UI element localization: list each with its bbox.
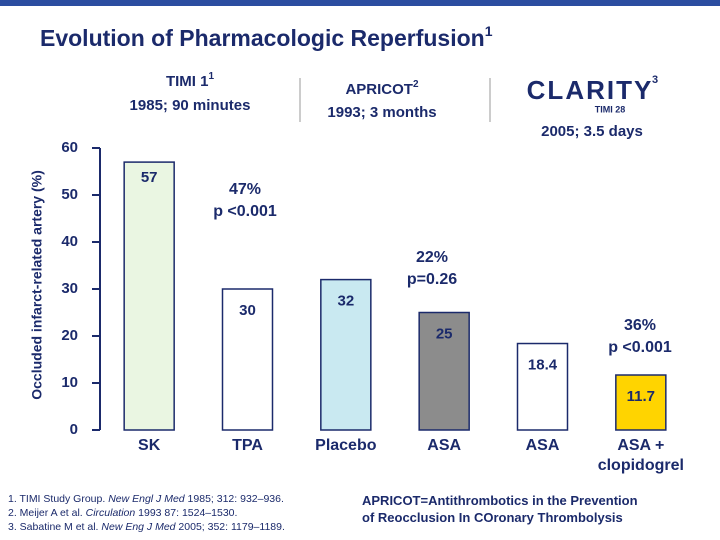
top-band bbox=[0, 0, 720, 6]
bar bbox=[123, 161, 175, 431]
group-period: 1993; 3 months bbox=[327, 104, 436, 121]
comparison-label: p <0.001 bbox=[608, 339, 672, 356]
group-name: APRICOT bbox=[345, 81, 413, 98]
clarity-logo: CLARITY bbox=[527, 75, 654, 105]
group-name: TIMI 1 bbox=[166, 73, 209, 90]
x-tick-label: TPA bbox=[232, 437, 263, 454]
title-sup: 1 bbox=[485, 23, 493, 39]
footnote-part: 1985; 312: 932–936. bbox=[184, 493, 284, 505]
comparison-label: p=0.26 bbox=[407, 271, 457, 288]
y-tick-label: 40 bbox=[61, 233, 78, 250]
bar bbox=[516, 342, 569, 431]
logo-sub: TIMI 28 bbox=[595, 104, 626, 114]
data-label: 57 bbox=[141, 169, 158, 186]
bar bbox=[221, 288, 274, 431]
note: APRICOT=Antithrombotics in the Preventio… bbox=[362, 492, 638, 526]
bar bbox=[418, 311, 470, 431]
data-label: 11.7 bbox=[627, 388, 655, 405]
group-sup: 3 bbox=[652, 74, 658, 86]
y-axis-label: Occluded infarct-related artery (%) bbox=[29, 170, 45, 400]
footnote-part: 2. Meijer A et al. bbox=[8, 507, 86, 519]
y-tick-label: 20 bbox=[61, 327, 78, 344]
footnote-part: 3. Sabatine M et al. bbox=[8, 521, 102, 533]
x-tick-label: ASA + clopidogrel bbox=[597, 437, 684, 474]
title-text: Evolution of Pharmacologic Reperfusion bbox=[40, 25, 485, 51]
y-tick-label: 30 bbox=[61, 280, 78, 297]
comparison-label: p <0.001 bbox=[213, 203, 277, 220]
footnote-part: 1. TIMI Study Group. bbox=[8, 493, 109, 505]
y-tick-label: 0 bbox=[70, 421, 78, 438]
y-tick-label: 60 bbox=[61, 139, 78, 156]
chart-title: Evolution of Pharmacologic Reperfusion1 bbox=[40, 23, 493, 51]
footnote: 2. Meijer A et al. Circulation 1993 87: … bbox=[8, 506, 285, 520]
footnote-part: New Engl J Med bbox=[108, 493, 185, 505]
group-sup: 1 bbox=[208, 71, 214, 82]
data-label: 30 bbox=[239, 302, 256, 319]
group-header: TIMI 11 bbox=[166, 71, 215, 90]
x-tick-label: Placebo bbox=[315, 437, 377, 454]
comparison-label: 47% bbox=[229, 181, 261, 198]
data-label: 32 bbox=[337, 293, 354, 310]
footnote-part: 1993 87: 1524–1530. bbox=[135, 507, 238, 519]
footnote-part: New Eng J Med bbox=[101, 521, 176, 533]
footnote-part: 2005; 352: 1179–1189. bbox=[175, 521, 285, 533]
group-period: 1985; 90 minutes bbox=[130, 97, 251, 114]
footnote: 3. Sabatine M et al. New Eng J Med 2005;… bbox=[8, 520, 285, 534]
x-tick-label: ASA bbox=[525, 437, 560, 454]
bar bbox=[615, 374, 667, 431]
group-period: 2005; 3.5 days bbox=[541, 123, 643, 140]
y-tick-label: 10 bbox=[61, 374, 78, 391]
footnotes: 1. TIMI Study Group. New Engl J Med 1985… bbox=[8, 492, 285, 534]
data-label: 18.4 bbox=[528, 356, 558, 373]
bar bbox=[320, 278, 372, 431]
note-line: of Reocclusion In COronary Thrombolysis bbox=[362, 510, 623, 525]
y-tick-label: 50 bbox=[61, 186, 78, 203]
group-sup: 2 bbox=[413, 79, 419, 90]
x-tick-label: SK bbox=[138, 437, 161, 454]
x-tick-label: ASA bbox=[427, 437, 462, 454]
note-line: APRICOT=Antithrombotics in the Preventio… bbox=[362, 493, 638, 508]
comparison-label: 36% bbox=[624, 317, 656, 334]
data-label: 25 bbox=[436, 325, 453, 342]
footnote-part: Circulation bbox=[85, 507, 136, 519]
comparison-label: 22% bbox=[416, 249, 448, 266]
footnote: 1. TIMI Study Group. New Engl J Med 1985… bbox=[8, 492, 285, 506]
group-header: APRICOT2 bbox=[345, 79, 419, 98]
